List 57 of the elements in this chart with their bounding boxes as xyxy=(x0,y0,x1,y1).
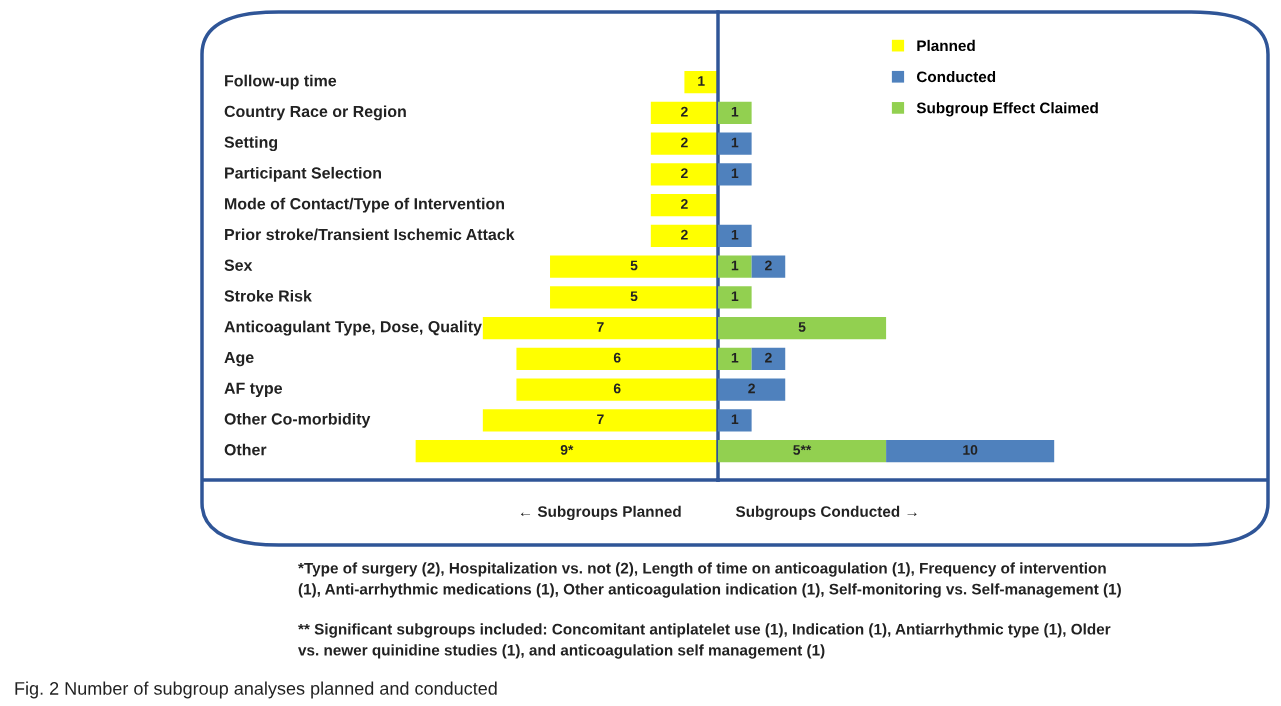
data-label: 1 xyxy=(698,76,705,86)
data-label: 5 xyxy=(630,260,638,271)
data-label: 5** xyxy=(793,445,812,455)
y-tick-label: Country Race or Region xyxy=(224,105,406,121)
text: ** Significant subgroups included: Concomitant antiplatelet use (1), Indication (1), Antiarrhythmic type (1), Older vs. newer quinidine studies (1), and anticoagulation self management (1) xyxy=(298,623,1111,659)
y-tick-label: Participant Selection xyxy=(225,166,381,182)
total-label: 1 xyxy=(731,414,739,424)
bar xyxy=(886,440,1055,463)
data-label: 1 xyxy=(731,260,739,271)
legend-label: Conducted xyxy=(916,71,996,83)
total-label: 1 xyxy=(731,168,739,178)
data-label: 2 xyxy=(681,106,688,117)
bar xyxy=(718,286,752,309)
total-label: 2 xyxy=(748,383,755,394)
bar xyxy=(718,255,752,278)
data-label: 1 xyxy=(731,291,739,301)
bar xyxy=(751,255,786,278)
y-tick-label: Prior stroke/Transient Ischemic Attack xyxy=(225,228,515,241)
data-label: 2 xyxy=(681,199,688,209)
y-tick-label: Anticoagulant Type, Dose, Quality xyxy=(224,320,482,336)
total-label: 1 xyxy=(731,137,739,148)
bar xyxy=(718,347,752,370)
x-axis-title: Subgroups Conducted → xyxy=(735,505,917,521)
total-label: 1 xyxy=(731,229,739,240)
data-label: 9* xyxy=(560,444,574,455)
caption: Fig. 2 Number of subgroup analyses planned and conducted xyxy=(15,681,497,699)
y-tick-label: Age xyxy=(224,351,254,367)
data-label: 6 xyxy=(613,352,621,363)
data-label: 6 xyxy=(613,383,621,394)
total-label: 2 xyxy=(765,352,772,363)
bar xyxy=(718,409,752,432)
y-tick-label: Stroke Risk xyxy=(224,289,312,302)
data-label: 5 xyxy=(630,291,638,302)
total-label: 2 xyxy=(765,260,772,271)
bar xyxy=(684,71,718,94)
y-tick-label: Follow-up time xyxy=(225,74,337,90)
total-label: 10 xyxy=(963,444,978,455)
y-tick-label: AF type xyxy=(224,382,283,398)
y-tick-label: Other xyxy=(224,443,267,456)
x-axis-title: ← Subgroups Planned xyxy=(520,505,681,521)
y-tick-label: Setting xyxy=(224,136,278,152)
data-label: 2 xyxy=(681,229,688,240)
data-label: 2 xyxy=(681,168,688,178)
data-label: 2 xyxy=(681,137,688,148)
data-label: 7 xyxy=(597,414,604,424)
data-label: 5 xyxy=(798,322,806,332)
data-label: 1 xyxy=(731,352,739,363)
y-tick-label: Sex xyxy=(224,259,253,271)
text: *Type of surgery (2), Hospitalization vs. not (2), Length of time on anticoagulation (1), Frequency of intervention (1), Anti-arrhythmic medications (1), Other anticoagulation indication (1), Self-monitoring vs. Self-management (1) xyxy=(298,562,1121,598)
y-tick-label: Mode of Contact/Type of Intervention xyxy=(225,197,505,213)
legend-label: Planned xyxy=(917,39,975,52)
y-tick-label: Other Co-morbidity xyxy=(224,412,371,428)
bar xyxy=(650,194,718,217)
data-label: 1 xyxy=(731,106,739,117)
legend-label: Subgroup Effect Claimed xyxy=(916,102,1098,117)
data-label: 7 xyxy=(597,322,604,332)
bar xyxy=(751,347,786,370)
